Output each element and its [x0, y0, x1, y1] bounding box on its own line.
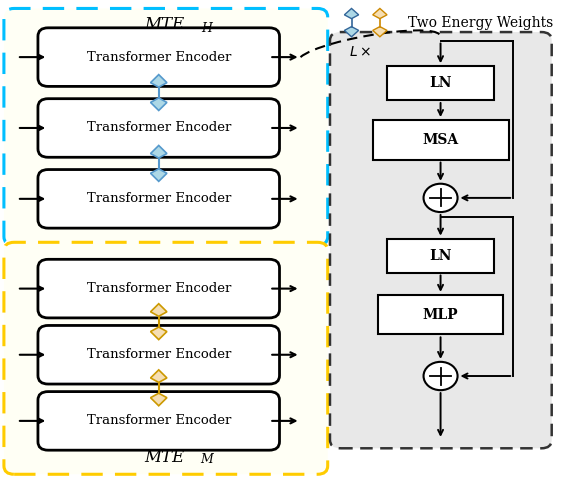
- Circle shape: [423, 362, 457, 390]
- Text: Transformer Encoder: Transformer Encoder: [86, 282, 231, 295]
- FancyBboxPatch shape: [4, 242, 328, 474]
- Polygon shape: [345, 9, 359, 19]
- Polygon shape: [151, 145, 167, 158]
- FancyBboxPatch shape: [330, 32, 552, 448]
- FancyBboxPatch shape: [38, 391, 279, 450]
- FancyBboxPatch shape: [38, 170, 279, 228]
- Polygon shape: [373, 27, 387, 37]
- FancyBboxPatch shape: [38, 260, 279, 318]
- Text: H: H: [202, 22, 212, 35]
- Text: Transformer Encoder: Transformer Encoder: [86, 192, 231, 206]
- Polygon shape: [151, 98, 167, 110]
- Text: Transformer Encoder: Transformer Encoder: [86, 414, 231, 427]
- Text: MSA: MSA: [423, 133, 459, 147]
- Polygon shape: [151, 169, 167, 181]
- FancyBboxPatch shape: [4, 9, 328, 245]
- FancyBboxPatch shape: [378, 295, 503, 335]
- FancyBboxPatch shape: [373, 120, 509, 160]
- Polygon shape: [345, 27, 359, 37]
- Text: MTE: MTE: [144, 449, 185, 466]
- Polygon shape: [373, 9, 387, 19]
- Polygon shape: [151, 327, 167, 340]
- FancyBboxPatch shape: [38, 326, 279, 384]
- Text: MTE: MTE: [144, 16, 185, 33]
- Text: Two Energy Weights: Two Energy Weights: [408, 16, 553, 30]
- Text: LN: LN: [429, 76, 452, 90]
- FancyBboxPatch shape: [387, 239, 495, 272]
- Text: LN: LN: [429, 249, 452, 262]
- Text: Transformer Encoder: Transformer Encoder: [86, 121, 231, 134]
- Polygon shape: [151, 393, 167, 406]
- Text: M: M: [201, 453, 213, 466]
- Circle shape: [423, 184, 457, 212]
- FancyBboxPatch shape: [387, 66, 495, 100]
- FancyBboxPatch shape: [38, 98, 279, 157]
- Text: Transformer Encoder: Transformer Encoder: [86, 348, 231, 361]
- Text: MLP: MLP: [423, 307, 459, 322]
- Polygon shape: [151, 304, 167, 316]
- Text: $L\times$: $L\times$: [349, 45, 371, 59]
- Polygon shape: [151, 370, 167, 382]
- FancyBboxPatch shape: [38, 28, 279, 87]
- Polygon shape: [151, 75, 167, 87]
- Text: Transformer Encoder: Transformer Encoder: [86, 51, 231, 64]
